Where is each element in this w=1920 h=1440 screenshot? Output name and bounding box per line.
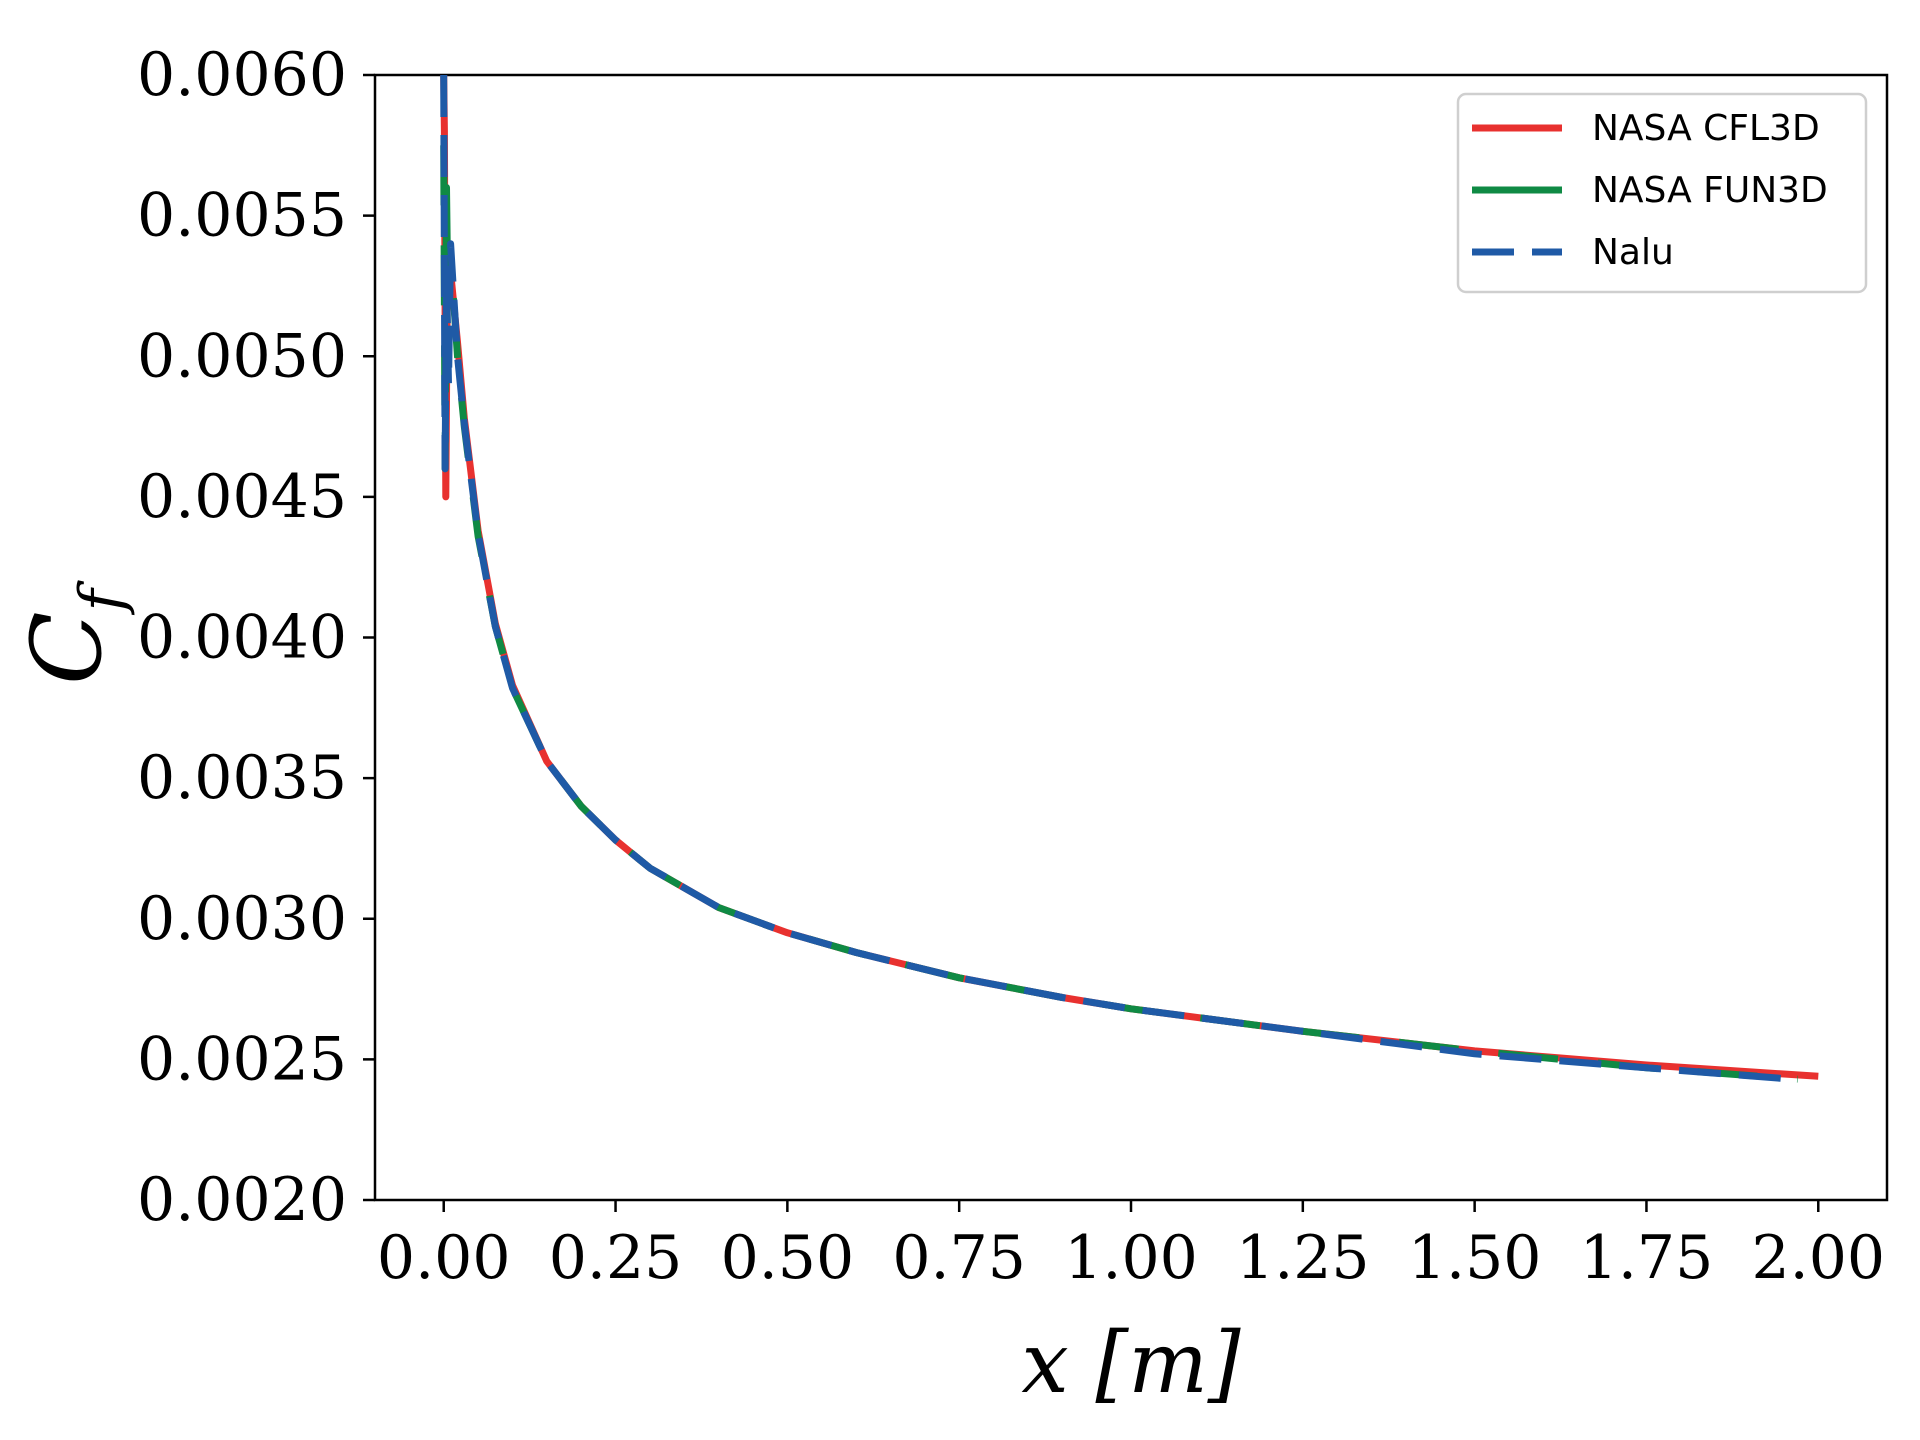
legend-box	[1456, 92, 1868, 294]
x-tick-label: 0.00	[377, 1223, 511, 1293]
y-tick-label: 0.0040	[137, 603, 347, 673]
y-tick-label: 0.0050	[137, 321, 347, 391]
legend-label: NASA CFL3D	[1592, 108, 1820, 149]
legend-label: NASA FUN3D	[1592, 170, 1828, 211]
y-axis-ticks: 0.0020 0.0025 0.0030 0.0035 0.0040 0.0045 0.00…	[137, 40, 375, 1235]
x-tick-label: 0.75	[892, 1223, 1026, 1293]
x-tick-label: 0.50	[721, 1223, 855, 1293]
x-tick-label: 0.25	[549, 1223, 683, 1293]
legend: NASA CFL3D NASA FUN3D Nalu	[1456, 92, 1868, 294]
x-tick-label: 1.00	[1064, 1223, 1198, 1293]
y-tick-label: 0.0035	[137, 743, 347, 813]
x-axis-ticks: 0.00 0.25 0.50 0.75 1.00 1.25 1.50 1.75 2.00	[377, 1200, 1885, 1293]
series-line-nalu	[440, 74, 1792, 1083]
y-tick-label: 0.0055	[137, 181, 347, 251]
x-tick-label: 1.50	[1408, 1223, 1542, 1293]
y-axis-label: Cf	[11, 579, 137, 684]
y-tick-label: 0.0020	[137, 1165, 347, 1235]
legend-label: Nalu	[1592, 232, 1674, 273]
series-layer	[440, 74, 1819, 1083]
y-axis-label-base: C	[11, 611, 123, 684]
y-tick-label: 0.0060	[137, 40, 347, 110]
x-axis-label: x [m]	[1021, 1314, 1240, 1412]
y-tick-label: 0.0025	[137, 1024, 347, 1094]
x-tick-label: 1.25	[1236, 1223, 1370, 1293]
y-axis-label-subscript: f	[67, 579, 137, 615]
y-tick-label: 0.0030	[137, 884, 347, 954]
x-tick-label: 1.75	[1580, 1223, 1714, 1293]
y-tick-label: 0.0045	[137, 462, 347, 532]
x-tick-label: 2.00	[1751, 1223, 1885, 1293]
